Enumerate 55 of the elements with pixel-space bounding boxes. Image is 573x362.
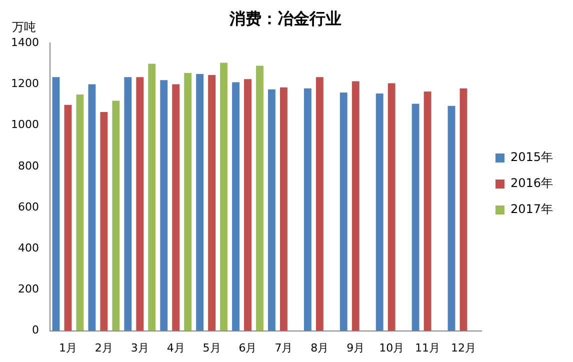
bar	[424, 91, 432, 331]
bar	[448, 106, 456, 331]
bar	[340, 92, 348, 331]
bar	[460, 88, 468, 331]
x-tick-label: 7月	[274, 341, 293, 354]
bar	[220, 62, 228, 331]
x-tick-label: 6月	[238, 341, 257, 354]
x-tick-label: 3月	[130, 341, 149, 354]
bar	[64, 104, 72, 331]
bar	[388, 83, 396, 331]
bar	[160, 80, 168, 331]
x-tick-label: 2月	[94, 341, 113, 354]
y-axis-title: 万吨	[12, 20, 36, 34]
y-tick-label: 600	[18, 200, 39, 214]
bar	[196, 74, 204, 331]
bar	[256, 66, 264, 331]
chart-title: 消费：冶金行业	[228, 8, 342, 28]
bar	[412, 104, 420, 331]
x-tick-label: 11月	[415, 341, 440, 354]
x-tick-label: 10月	[379, 341, 404, 354]
legend-label: 2017年	[510, 202, 554, 216]
bar	[376, 94, 384, 331]
bar	[244, 79, 252, 331]
y-tick-label: 1200	[10, 77, 39, 90]
bar	[232, 82, 240, 331]
x-tick-label: 9月	[346, 341, 365, 354]
bar	[100, 112, 108, 331]
bar	[88, 84, 96, 331]
bar	[172, 84, 180, 331]
bar	[352, 81, 360, 331]
bar	[52, 77, 60, 331]
bar	[280, 87, 288, 331]
y-tick-label: 400	[18, 241, 39, 254]
bar	[124, 77, 132, 331]
y-tick-label: 1400	[10, 36, 39, 50]
y-tick-label: 0	[32, 324, 39, 337]
x-tick-label: 12月	[450, 341, 476, 354]
x-tick-label: 1月	[58, 341, 77, 354]
x-tick-label: 5月	[202, 341, 221, 354]
bar	[148, 64, 156, 331]
x-tick-label: 8月	[310, 341, 329, 354]
bar	[268, 89, 276, 331]
bar	[208, 75, 216, 331]
bar	[304, 88, 312, 331]
bar	[136, 77, 144, 331]
y-tick-label: 200	[18, 282, 39, 296]
bar	[112, 100, 120, 331]
legend-label: 2016年	[510, 176, 554, 190]
x-tick-label: 4月	[166, 341, 185, 354]
y-tick-label: 800	[18, 159, 39, 172]
bar	[76, 94, 84, 331]
y-tick-label: 1000	[10, 118, 39, 132]
bar	[316, 77, 324, 331]
bar	[184, 72, 192, 331]
legend-label: 2015年	[510, 150, 554, 164]
